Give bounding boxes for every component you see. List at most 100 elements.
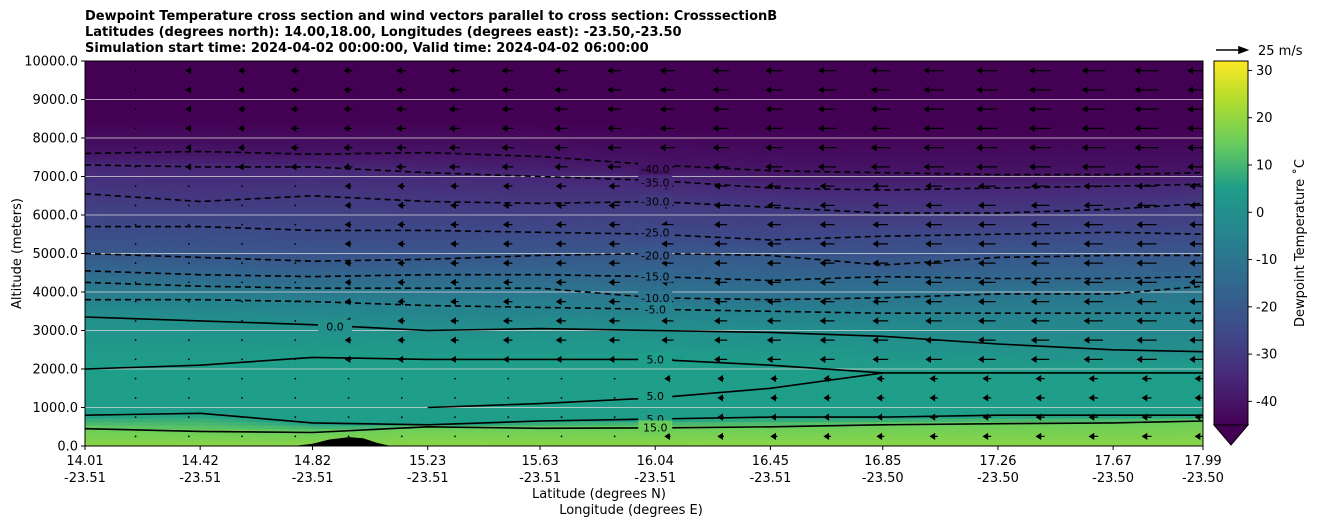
field-cell bbox=[156, 176, 167, 181]
field-cell bbox=[440, 232, 452, 237]
field-cell bbox=[318, 141, 330, 146]
field-cell bbox=[328, 201, 340, 206]
field-cell bbox=[359, 169, 371, 174]
field-cell bbox=[491, 365, 503, 370]
field-cell bbox=[430, 197, 442, 202]
field-cell bbox=[450, 89, 462, 94]
field-cell bbox=[257, 71, 269, 76]
field-cell bbox=[227, 173, 239, 178]
field-cell bbox=[278, 358, 289, 363]
field-cell bbox=[115, 411, 127, 416]
field-cell bbox=[318, 155, 330, 160]
field-cell bbox=[176, 376, 188, 381]
field-cell bbox=[288, 281, 300, 286]
field-cell bbox=[440, 190, 452, 195]
field-cell bbox=[257, 190, 269, 195]
field-cell bbox=[349, 190, 361, 195]
field-cell bbox=[125, 281, 137, 286]
field-cell bbox=[450, 75, 462, 80]
field-cell bbox=[288, 110, 300, 115]
field-cell bbox=[532, 141, 543, 146]
field-cell bbox=[461, 411, 472, 416]
field-cell bbox=[176, 229, 188, 234]
field-cell bbox=[186, 89, 198, 94]
field-cell bbox=[237, 428, 249, 433]
field-cell bbox=[267, 232, 279, 237]
field-cell bbox=[339, 127, 350, 132]
field-cell bbox=[105, 428, 117, 433]
field-cell bbox=[522, 211, 533, 216]
field-cell bbox=[85, 190, 96, 195]
field-cell bbox=[430, 281, 442, 286]
field-cell bbox=[491, 264, 503, 269]
field-cell bbox=[450, 180, 462, 185]
field-cell bbox=[105, 131, 117, 136]
field-cell bbox=[288, 428, 300, 433]
field-cell bbox=[379, 341, 391, 346]
field-cell bbox=[461, 344, 472, 349]
field-cell bbox=[491, 372, 503, 377]
field-cell bbox=[298, 173, 310, 178]
field-cell bbox=[298, 131, 310, 136]
field-cell bbox=[95, 183, 106, 188]
field-cell bbox=[85, 166, 96, 171]
field-cell bbox=[450, 414, 462, 419]
field-cell bbox=[105, 152, 117, 157]
field-cell bbox=[420, 365, 432, 370]
field-cell bbox=[237, 75, 249, 80]
field-cell bbox=[135, 379, 147, 384]
field-cell bbox=[511, 400, 523, 405]
field-cell bbox=[186, 96, 198, 101]
field-cell bbox=[318, 253, 330, 258]
field-cell bbox=[125, 320, 137, 325]
field-cell bbox=[145, 281, 157, 286]
field-cell bbox=[186, 138, 198, 143]
field-cell bbox=[440, 264, 452, 269]
field-cell bbox=[196, 313, 208, 318]
field-cell bbox=[420, 351, 432, 356]
field-cell bbox=[420, 75, 432, 80]
field-cell bbox=[369, 180, 381, 185]
field-cell bbox=[481, 75, 493, 80]
field-cell bbox=[400, 134, 411, 139]
field-cell bbox=[410, 68, 421, 73]
field-cell bbox=[166, 320, 178, 325]
field-cell bbox=[267, 134, 279, 139]
field-cell bbox=[247, 397, 259, 402]
field-cell bbox=[145, 421, 157, 426]
field-cell bbox=[278, 187, 289, 192]
field-cell bbox=[85, 89, 96, 94]
field-cell bbox=[542, 425, 554, 430]
field-cell bbox=[511, 82, 523, 87]
field-cell bbox=[186, 215, 198, 220]
field-cell bbox=[318, 299, 330, 304]
field-cell bbox=[359, 183, 371, 188]
field-cell bbox=[125, 99, 137, 104]
field-cell bbox=[105, 197, 117, 202]
field-cell bbox=[511, 99, 523, 104]
field-cell bbox=[359, 64, 371, 69]
field-cell bbox=[288, 393, 300, 398]
field-cell bbox=[125, 250, 137, 255]
field-cell bbox=[461, 197, 472, 202]
field-cell bbox=[237, 260, 249, 265]
field-cell bbox=[349, 376, 361, 381]
field-cell bbox=[257, 148, 269, 153]
field-cell bbox=[339, 253, 350, 258]
field-cell bbox=[267, 292, 279, 297]
field-cell bbox=[450, 190, 462, 195]
field-cell bbox=[298, 162, 310, 167]
field-cell bbox=[471, 141, 482, 146]
field-cell bbox=[400, 71, 411, 76]
field-cell bbox=[156, 194, 167, 199]
field-cell bbox=[288, 82, 300, 87]
field-cell bbox=[105, 99, 117, 104]
field-cell bbox=[186, 239, 198, 244]
field-cell bbox=[217, 215, 228, 220]
field-cell bbox=[471, 267, 482, 272]
field-cell bbox=[339, 211, 350, 216]
field-cell bbox=[349, 320, 361, 325]
field-cell bbox=[196, 187, 208, 192]
field-cell bbox=[369, 61, 381, 66]
field-cell bbox=[461, 159, 472, 164]
